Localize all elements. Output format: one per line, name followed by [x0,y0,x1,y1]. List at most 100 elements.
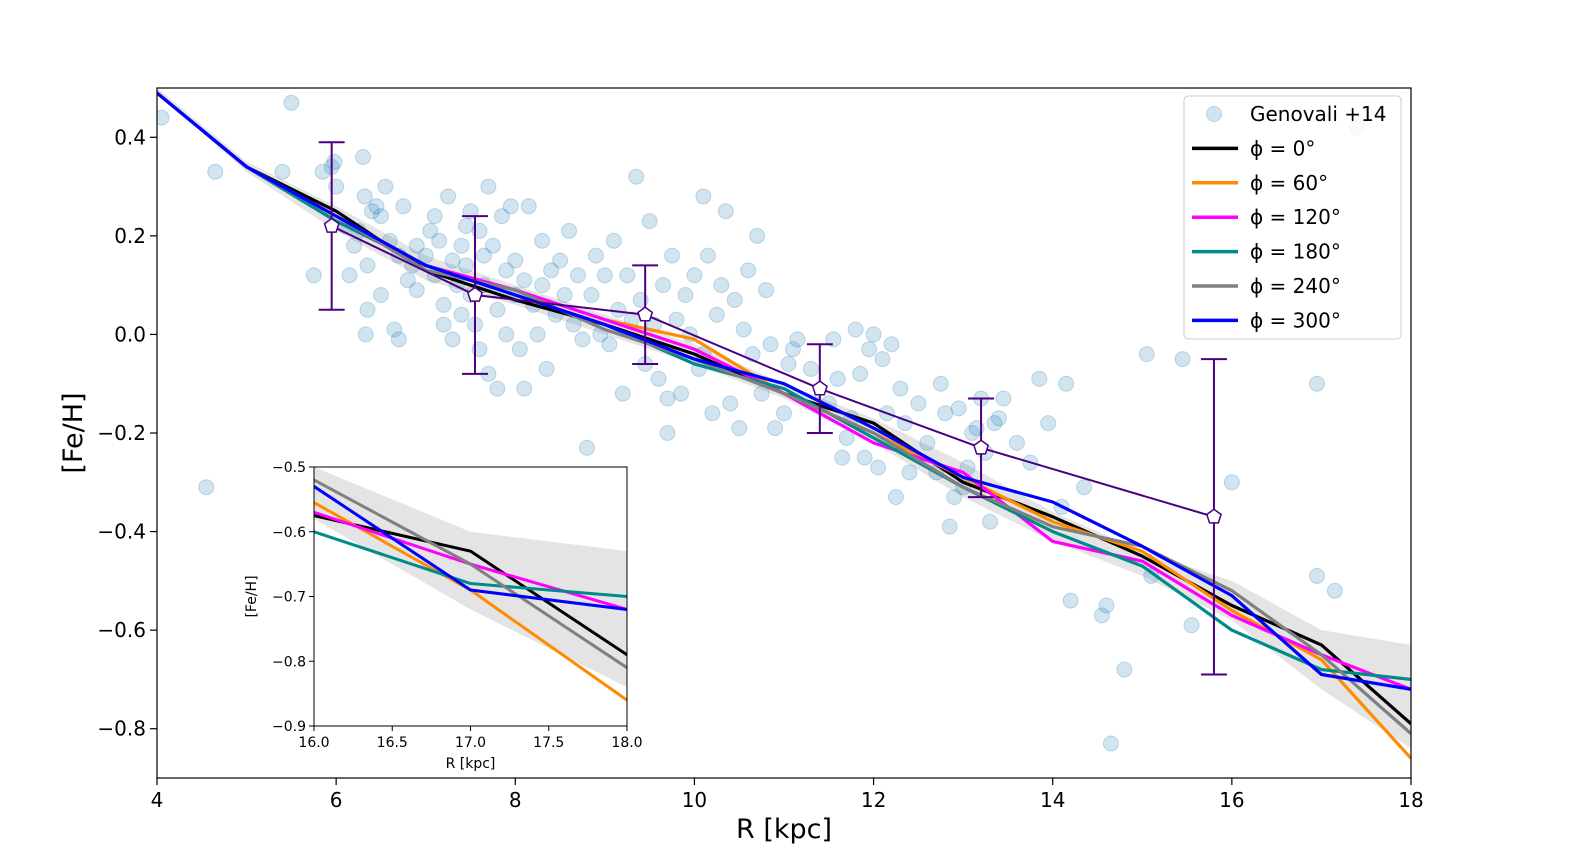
genovali-point [543,262,560,279]
genovali-point [655,277,672,294]
genovali-point [207,163,224,180]
genovali-point [596,267,613,284]
genovali-point [556,287,573,303]
genovali-point [628,168,645,185]
genovali-point [1223,474,1240,491]
inset-y-axis-label: [Fe/H] [244,575,260,617]
inset-phi-series-line-0 [314,514,627,657]
genovali-point [346,237,363,254]
genovali-point [502,198,519,215]
genovali-point [834,449,851,466]
genovali-point [435,316,452,333]
genovali-point [377,178,394,195]
genovali-point [453,306,470,323]
genovali-point [901,464,918,481]
genovali-point [372,287,389,303]
legend-item: ϕ = 60° [1192,171,1328,195]
genovali-point [458,257,475,274]
genovali-point [357,326,374,343]
genovali-point [444,331,461,348]
genovali-point [919,434,936,451]
genovali-point [417,247,434,264]
legend-label: ϕ = 0° [1250,136,1315,160]
legend-item: ϕ = 240° [1192,274,1341,298]
genovali-point [356,188,373,205]
genovali-point [578,439,595,456]
legend-label: ϕ = 300° [1250,308,1341,332]
genovali-point [198,479,215,496]
genovali-point [1174,351,1191,368]
genovali-point [708,306,725,323]
genovali-point [507,252,524,269]
genovali-point [305,267,322,284]
genovali-point [529,326,546,343]
genovali-point [610,301,627,318]
genovali-point [726,291,743,308]
y-tick-label: 0.0 [114,322,146,346]
genovali-point [677,287,694,303]
genovali-point [758,282,775,299]
genovali-point [1116,661,1133,678]
x-tick-label: 10 [682,788,707,812]
inset-y-tick-label: −0.8 [272,654,306,670]
legend-label: ϕ = 60° [1250,171,1328,195]
genovali-point [865,326,882,343]
genovali-point [735,321,752,338]
genovali-point [326,153,343,170]
legend-item: ϕ = 120° [1192,205,1341,229]
genovali-point [856,449,873,466]
genovali-point [516,272,533,289]
binned-mean-marker [466,286,483,302]
binned-mean-marker [1205,508,1222,524]
genovali-point [341,267,358,284]
genovali-point [887,489,904,506]
genovali-point [552,252,569,269]
genovali-point [704,405,721,422]
binned-mean-marker [637,306,654,322]
x-tick-label: 18 [1398,788,1423,812]
y-tick-label: 0.4 [114,125,146,149]
genovali-point [847,321,864,338]
legend-marker [1206,106,1222,122]
legend-label: ϕ = 120° [1250,205,1341,229]
inset-x-tick-label: 18.0 [611,735,642,751]
genovali-point [386,321,403,338]
genovali-point [883,336,900,353]
genovali-point [650,370,667,387]
genovali-point [583,287,600,303]
genovali-point [587,247,604,264]
inset-y-tick-label: −0.6 [272,525,306,541]
inset-y-tick-label: −0.7 [272,590,306,606]
genovali-point [489,380,506,397]
legend-label: ϕ = 240° [1250,274,1341,298]
genovali-point [641,213,658,230]
genovali-point [825,331,842,348]
genovali-point [932,375,949,392]
genovali-point [561,222,578,239]
inset-phi-series-line-4 [314,478,627,669]
legend-label: Genovali +14 [1250,102,1386,126]
inset-plot: 16.0 16.5 17.0 17.5 18.0 −0.9 −0.8 −0.7 −0.6 −0.… [244,460,643,772]
binned-mean-marker [323,217,340,233]
genovali-point [458,218,475,234]
binned-mean-marker [811,380,828,396]
genovali-point [1326,582,1343,599]
genovali-point [722,395,739,412]
inset-x-axis-label: R [kpc] [446,756,496,772]
legend-item: ϕ = 300° [1192,308,1341,332]
genovali-point [619,267,636,284]
genovali-point [538,360,555,377]
genovali-point [1062,592,1079,609]
x-tick-label: 14 [1040,788,1065,812]
x-tick-label: 12 [861,788,886,812]
genovali-point [574,331,591,348]
genovali-point [874,351,891,368]
genovali-point [1308,375,1325,392]
legend-item: ϕ = 0° [1192,136,1315,160]
genovali-point [355,149,372,165]
genovali-point [359,301,376,318]
x-tick-label: 16 [1219,788,1244,812]
genovali-point [990,410,1007,427]
genovali-point [520,198,537,215]
genovali-point [784,341,801,358]
